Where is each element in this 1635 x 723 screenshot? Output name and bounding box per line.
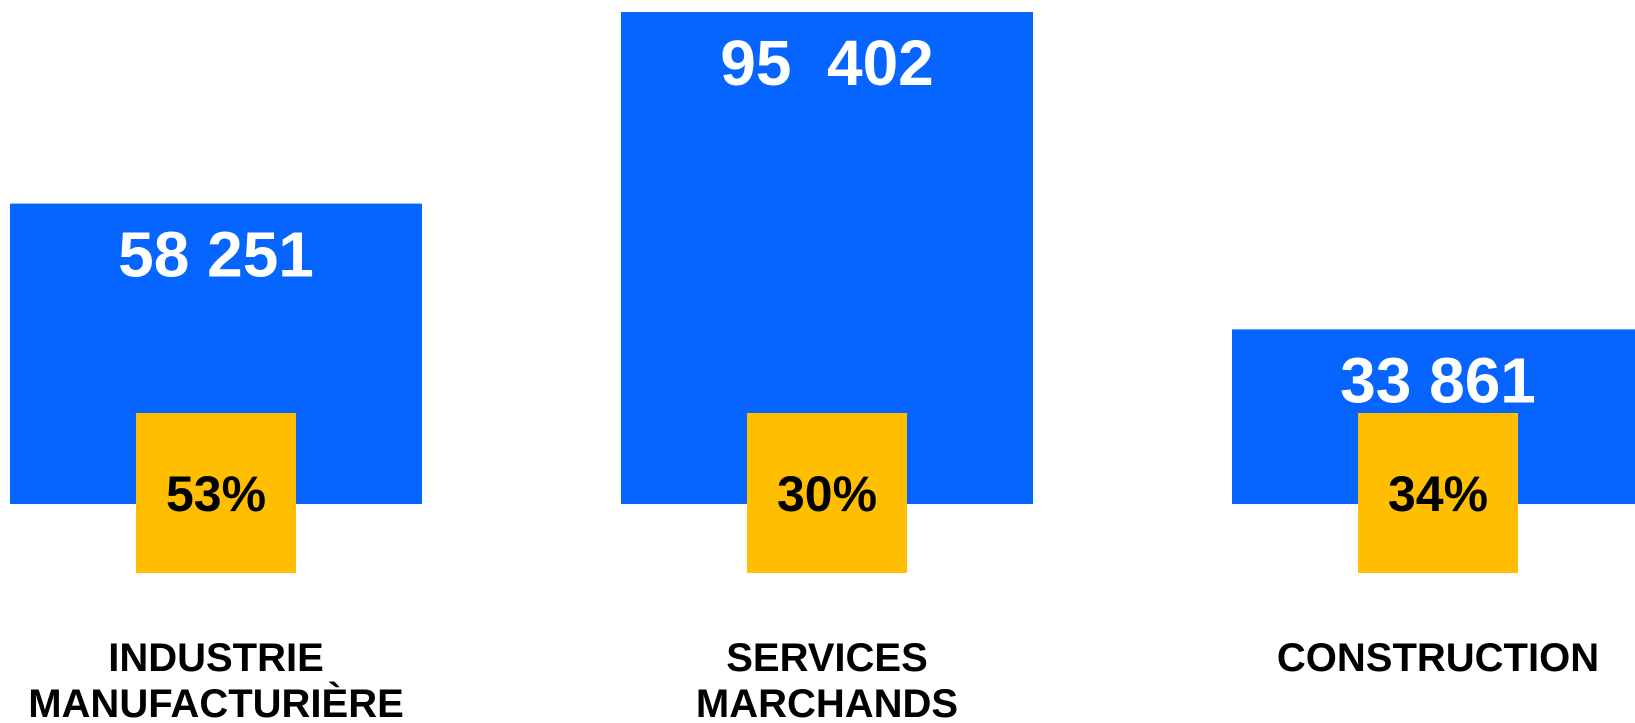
bar-value-label-0: 58 251 (118, 219, 314, 291)
category-label-0-line-1: MANUFACTURIÈRE (28, 681, 404, 723)
percentage-label-1: 30% (777, 466, 877, 522)
percentage-label-0: 53% (166, 466, 266, 522)
bars-layer (10, 12, 1635, 504)
percentage-box-2 (1358, 413, 1518, 573)
percentage-box-1 (747, 413, 907, 573)
category-label-1-line-1: MARCHANDS (696, 682, 958, 723)
percentage-label-2: 34% (1388, 466, 1488, 522)
percentage-boxes-layer (136, 413, 1518, 573)
category-label-1-line-0: SERVICES (726, 636, 928, 680)
bar-value-label-2: 33 861 (1340, 344, 1536, 416)
bar-value-label-1: 95 402 (720, 27, 934, 99)
category-label-2-line-0: CONSTRUCTION (1277, 636, 1599, 680)
category-label-0-line-0: INDUSTRIE (108, 636, 324, 680)
percentage-box-0 (136, 413, 296, 573)
